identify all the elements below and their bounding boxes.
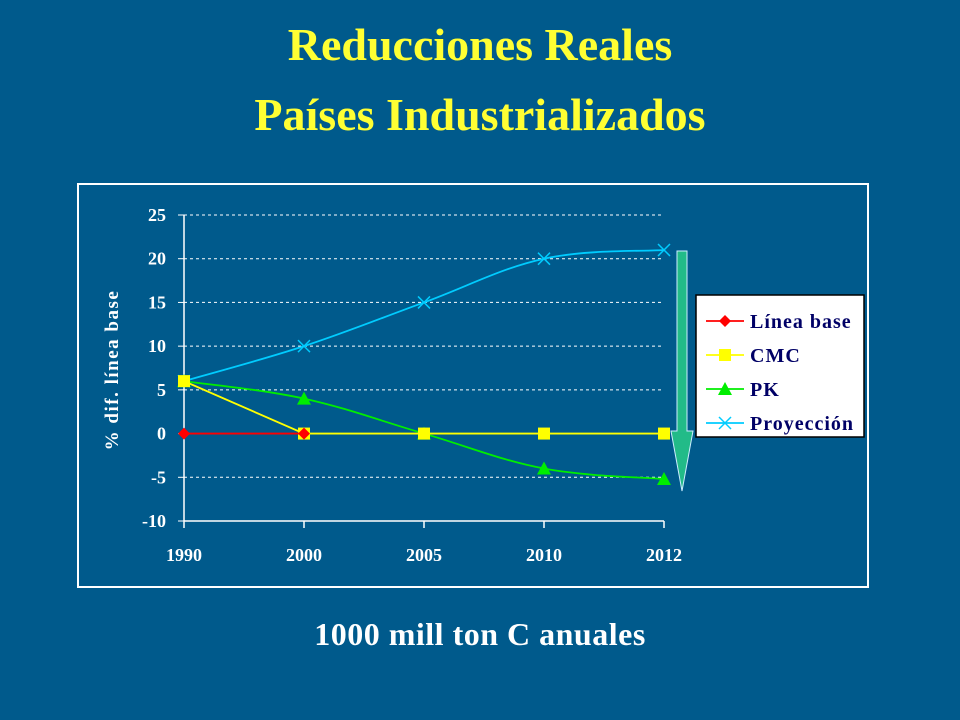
data-point bbox=[298, 427, 310, 440]
x-tick-label: 2005 bbox=[406, 545, 442, 565]
x-tick-label: 1990 bbox=[166, 545, 202, 565]
series-line-3 bbox=[183, 249, 665, 382]
legend-label: CMC bbox=[750, 345, 801, 367]
data-point bbox=[658, 427, 670, 440]
chart-panel: 25 20 15 10 5 0 -5 -10 1990 2000 2005 2010 2012 % d… bbox=[77, 183, 869, 588]
slide-title-line2: Países Industrializados bbox=[254, 89, 706, 140]
data-point bbox=[538, 427, 550, 440]
data-point bbox=[537, 461, 551, 475]
down-arrow bbox=[670, 250, 694, 492]
legend-marker bbox=[719, 315, 731, 327]
data-point bbox=[537, 252, 551, 266]
y-tick-labels: 25 20 15 10 5 0 -5 -10 bbox=[142, 205, 166, 531]
data-point bbox=[297, 391, 311, 405]
legend-label: Línea base bbox=[750, 311, 852, 333]
legend-marker bbox=[718, 382, 732, 395]
x-tick-label: 2012 bbox=[646, 545, 682, 565]
y-tick-label: 25 bbox=[148, 205, 166, 225]
x-tick-label: 2000 bbox=[286, 545, 322, 565]
legend-marker bbox=[719, 349, 731, 361]
data-point bbox=[417, 295, 431, 309]
legend-entry: PK bbox=[706, 379, 780, 401]
legend: Línea base CMC PK Proyección bbox=[695, 294, 865, 438]
legend-marker bbox=[718, 416, 732, 430]
y-tick-label: 15 bbox=[148, 292, 166, 312]
legend-entry: Línea base bbox=[706, 311, 852, 333]
y-tick-label: 0 bbox=[157, 424, 166, 444]
y-tick-label: -10 bbox=[142, 511, 166, 531]
data-point bbox=[657, 472, 671, 486]
chart-caption: 1000 mill ton C anuales bbox=[314, 616, 646, 652]
legend-label: Proyección bbox=[750, 413, 854, 435]
y-tick-label: 5 bbox=[157, 380, 166, 400]
x-tick-labels: 1990 2000 2005 2010 2012 bbox=[166, 545, 682, 565]
axes bbox=[178, 214, 665, 528]
slide-title-line1: Reducciones Reales bbox=[287, 19, 673, 70]
data-point bbox=[297, 339, 311, 353]
data-point bbox=[418, 427, 430, 440]
data-point bbox=[178, 427, 190, 440]
data-point bbox=[178, 375, 190, 388]
legend-entry: Proyección bbox=[706, 413, 854, 435]
y-axis-label: % dif. línea base bbox=[102, 290, 123, 451]
data-point bbox=[657, 243, 671, 257]
y-tick-label: -5 bbox=[151, 467, 166, 487]
series-lines bbox=[177, 243, 671, 486]
legend-label: PK bbox=[750, 379, 780, 401]
y-tick-label: 10 bbox=[148, 336, 166, 356]
line-chart: 25 20 15 10 5 0 -5 -10 1990 2000 2005 2010 2012 % d… bbox=[102, 205, 865, 565]
y-tick-label: 20 bbox=[148, 249, 166, 269]
reduction-arrow bbox=[670, 250, 694, 492]
x-tick-label: 2010 bbox=[526, 545, 562, 565]
series-line-1 bbox=[183, 380, 664, 435]
legend-entry: CMC bbox=[706, 345, 801, 367]
